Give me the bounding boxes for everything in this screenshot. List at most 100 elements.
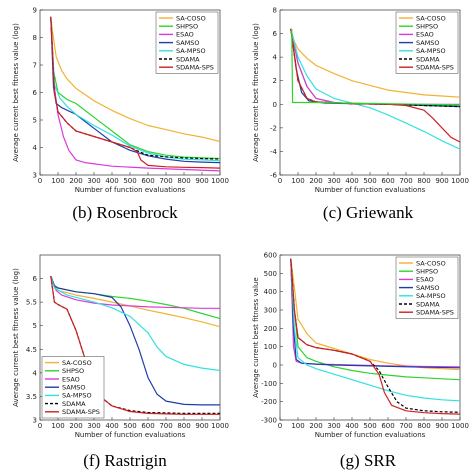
series-group	[50, 16, 220, 172]
x-tick-label: 900	[435, 422, 448, 430]
y-tick-label: -300	[261, 417, 277, 425]
legend-label: SDAMA-SPS	[416, 64, 454, 72]
legend: SA-COSOSHPSOESAOSAMSOSA-MPSOSDAMASDAMA-S…	[155, 11, 219, 74]
x-tick-label: 800	[177, 177, 190, 185]
x-tick-label: 800	[417, 422, 430, 430]
y-tick-label: 7	[33, 62, 37, 70]
x-tick-label: 200	[69, 177, 82, 185]
y-tick-label: 600	[264, 252, 277, 260]
y-tick-label: 100	[264, 343, 277, 351]
y-tick-label: 4.5	[26, 346, 37, 354]
legend-label: SDAMA	[176, 55, 200, 63]
y-tick-label: 3.5	[26, 393, 37, 401]
series-line-sdama-sps	[290, 28, 460, 143]
y-tick-label: -2	[270, 124, 277, 132]
x-tick-label: 0	[278, 422, 282, 430]
x-tick-label: 200	[309, 177, 322, 185]
x-tick-label: 800	[177, 422, 190, 430]
y-tick-label: 0	[273, 101, 277, 109]
series-line-samso	[50, 275, 220, 406]
x-tick-label: 200	[69, 422, 82, 430]
y-tick-label: 200	[264, 325, 277, 333]
x-tick-label: 300	[87, 177, 100, 185]
legend-label: SA-MPSO	[176, 47, 206, 55]
x-tick-label: 600	[141, 422, 154, 430]
x-tick-label: 200	[309, 422, 322, 430]
x-tick-label: 500	[363, 177, 376, 185]
x-tick-label: 500	[123, 177, 136, 185]
x-tick-label: 500	[363, 422, 376, 430]
x-axis-label: Number of function evaluations	[315, 186, 426, 194]
x-tick-label: 700	[399, 422, 412, 430]
legend-label: SAMSO	[416, 39, 440, 47]
y-tick-label: -200	[261, 398, 277, 406]
y-tick-label: -100	[261, 380, 277, 388]
legend-label: SA-MPSO	[416, 292, 446, 300]
legend-label: SDAMA-SPS	[62, 408, 100, 416]
legend-label: SAMSO	[62, 384, 86, 392]
legend-label: ESAO	[416, 276, 434, 284]
x-tick-label: 700	[399, 177, 412, 185]
x-tick-label: 100	[291, 422, 304, 430]
series-line-sa-coso	[50, 16, 220, 143]
legend-label: SDAMA	[62, 400, 86, 408]
y-tick-label: 4	[33, 144, 38, 152]
y-axis-label: Average current best fitness value (log)	[12, 23, 20, 162]
y-axis-label: Average current best fitness value (log)	[252, 23, 260, 162]
series-line-shpso	[290, 258, 460, 381]
x-axis-label: Number of function evaluations	[315, 431, 426, 439]
legend-label: SHPSO	[416, 23, 438, 31]
y-tick-label: -6	[270, 172, 278, 180]
legend-label: SA-COSO	[416, 259, 446, 267]
x-tick-label: 1000	[211, 177, 229, 185]
series-group	[290, 28, 460, 150]
y-tick-label: 6	[33, 275, 38, 283]
x-tick-label: 600	[381, 422, 394, 430]
series-line-esao	[50, 275, 220, 309]
x-axis-label: Number of function evaluations	[75, 186, 186, 194]
x-tick-label: 900	[435, 177, 448, 185]
legend-label: SA-COSO	[416, 14, 446, 22]
y-tick-label: 0	[273, 362, 277, 370]
x-tick-label: 600	[141, 177, 154, 185]
x-tick-label: 0	[38, 422, 42, 430]
legend-label: ESAO	[416, 31, 434, 39]
legend: SA-COSOSHPSOESAOSAMSOSA-MPSOSDAMASDAMA-S…	[41, 356, 105, 419]
x-tick-label: 1000	[211, 422, 229, 430]
legend-label: SDAMA	[416, 55, 440, 63]
x-tick-label: 700	[159, 177, 172, 185]
y-tick-label: 5	[33, 117, 37, 125]
legend: SA-COSOSHPSOESAOSAMSOSA-MPSOSDAMASDAMA-S…	[395, 256, 459, 319]
legend-label: ESAO	[62, 375, 80, 383]
chart-panel-1: 0 100 200 300 400 500 600 700 800 900 1000 3 4 5 6 7 8 9 N…	[12, 7, 229, 223]
legend: SA-COSOSHPSOESAOSAMSOSA-MPSOSDAMASDAMA-S…	[395, 11, 459, 74]
y-tick-label: 2	[273, 77, 277, 85]
series-line-sdama-sps	[290, 258, 460, 415]
legend-label: SDAMA	[416, 300, 440, 308]
series-line-sa-coso	[290, 28, 460, 98]
y-tick-label: 8	[33, 34, 37, 42]
y-axis-label: Average current best fitness value (log)	[12, 268, 20, 407]
x-tick-label: 300	[327, 177, 340, 185]
y-tick-label: 6	[273, 30, 278, 38]
x-tick-label: 1000	[451, 177, 469, 185]
legend-label: SHPSO	[416, 268, 438, 276]
x-tick-label: 0	[38, 177, 42, 185]
y-tick-label: 400	[264, 288, 277, 296]
legend-label: SHPSO	[176, 23, 198, 31]
x-tick-label: 600	[381, 177, 394, 185]
series-line-sa-mpso	[290, 258, 460, 402]
legend-label: SA-MPSO	[62, 392, 92, 400]
x-tick-label: 0	[278, 177, 282, 185]
x-tick-label: 400	[345, 177, 358, 185]
y-tick-label: 4	[273, 54, 278, 62]
x-tick-label: 100	[291, 177, 304, 185]
y-tick-label: 500	[264, 270, 277, 278]
series-line-samso	[290, 258, 460, 369]
panel-caption: (c) Griewank	[323, 203, 414, 222]
legend-label: SHPSO	[62, 367, 84, 375]
x-tick-label: 800	[417, 177, 430, 185]
y-tick-label: 5	[33, 322, 37, 330]
x-tick-label: 700	[159, 422, 172, 430]
